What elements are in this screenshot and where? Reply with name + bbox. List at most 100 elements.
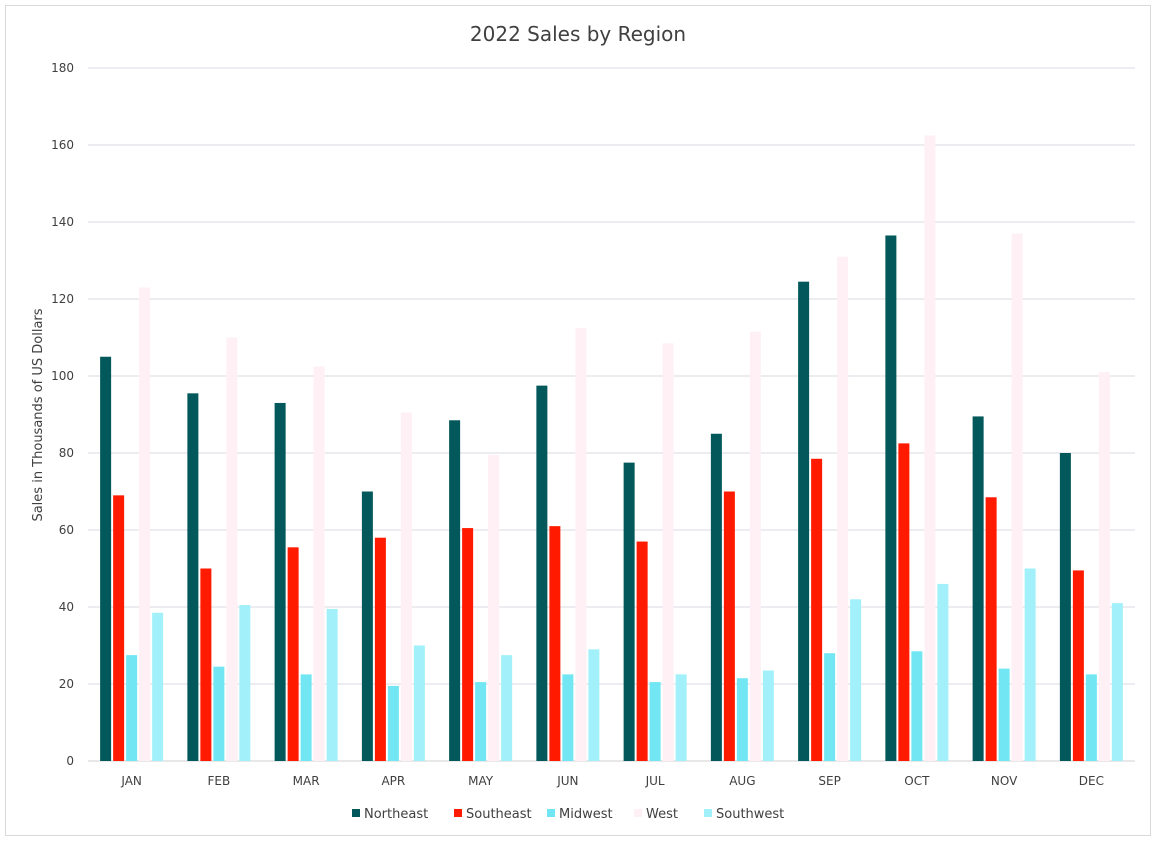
x-tick-label: DEC [1079,774,1104,788]
bar-northeast-feb [187,393,199,761]
legend-swatch-northeast [352,809,360,817]
bar-west-feb [226,337,238,761]
y-tick-label: 140 [51,215,74,229]
bar-northeast-jun [536,385,548,761]
legend: Northeast Southeast Midwest West Southwest [352,807,784,822]
bar-midwest-aug [736,678,748,761]
bar-northeast-jul [623,462,635,761]
bar-west-dec [1098,372,1110,761]
bar-midwest-apr [387,685,399,761]
bar-midwest-nov [998,668,1010,761]
x-tick-label: MAR [293,774,320,788]
bar-west-apr [400,412,412,761]
legend-label-southeast: Southeast [466,807,532,822]
bar-southeast-sep [811,458,823,761]
chart-title: 2022 Sales by Region [470,22,686,46]
bar-southwest-feb [239,605,251,761]
bar-west-jun [575,327,587,761]
legend-label-west: West [646,807,678,822]
bar-marks [100,135,1123,762]
bar-southeast-aug [723,491,735,761]
bar-northeast-nov [972,416,984,761]
y-tick-label: 40 [59,600,74,614]
bar-northeast-mar [274,402,286,761]
y-tick-label: 180 [51,61,74,75]
y-tick-label: 0 [66,754,74,768]
y-axis-label: Sales in Thousands of US Dollars [31,308,46,521]
bar-southeast-feb [200,568,212,761]
legend-swatch-west [634,809,642,817]
bar-midwest-sep [824,653,836,761]
bar-southwest-jul [675,674,687,761]
bar-northeast-may [449,420,461,761]
bar-southwest-mar [326,608,338,761]
y-tick-label: 120 [51,292,74,306]
bar-southwest-jun [588,649,600,761]
bar-southwest-aug [762,670,774,761]
bar-midwest-may [475,682,487,761]
bar-west-may [488,454,500,761]
bar-southeast-nov [985,497,997,761]
y-axis-ticks: 0 20 40 60 80 100 120 140 160 180 [51,61,74,768]
bar-west-jan [139,287,151,761]
bar-northeast-dec [1059,453,1071,761]
bar-midwest-mar [300,674,312,761]
bar-midwest-feb [213,666,225,761]
bar-west-aug [749,331,761,761]
bar-southwest-apr [413,645,425,761]
bar-southeast-may [462,528,474,761]
y-tick-label: 100 [51,369,74,383]
legend-label-midwest: Midwest [559,807,613,822]
legend-swatch-midwest [547,809,555,817]
legend-label-southwest: Southwest [716,807,784,822]
legend-swatch-southeast [454,809,462,817]
bar-west-nov [1011,233,1023,762]
y-tick-label: 20 [59,677,74,691]
x-tick-label: OCT [904,774,930,788]
bar-northeast-apr [361,491,373,761]
bar-southeast-oct [898,443,910,761]
bar-southeast-jan [113,495,125,761]
bar-midwest-jan [126,655,138,761]
x-tick-label: NOV [991,774,1018,788]
x-tick-label: APR [381,774,405,788]
bar-southeast-mar [287,547,299,761]
legend-label-northeast: Northeast [364,807,428,822]
bar-northeast-oct [885,235,897,762]
x-tick-label: JUN [556,774,578,788]
bar-southeast-apr [374,537,386,761]
bar-southwest-sep [850,599,862,761]
x-tick-label: AUG [729,774,755,788]
bar-northeast-sep [798,281,810,761]
bar-west-jul [662,343,674,761]
y-tick-label: 60 [59,523,74,537]
x-tick-label: JUL [645,774,665,788]
x-tick-label: FEB [208,774,231,788]
bar-northeast-jan [100,356,112,761]
y-tick-label: 160 [51,138,74,152]
bar-southwest-may [501,655,513,761]
x-axis-ticks: JAN FEB MAR APR MAY JUN JUL AUG SEP OCT NOV DEC [120,774,1104,788]
bar-southwest-dec [1111,603,1123,761]
bar-midwest-jun [562,674,574,761]
bar-southwest-nov [1024,568,1036,761]
legend-swatch-southwest [704,809,712,817]
bar-west-mar [313,366,325,761]
bar-midwest-oct [911,651,923,761]
bar-southeast-jul [636,541,648,761]
bar-west-sep [837,256,849,761]
gridlines [88,67,1135,762]
bar-northeast-aug [710,433,722,761]
bar-southwest-oct [937,583,949,761]
bar-midwest-jul [649,682,661,761]
x-tick-label: JAN [120,774,142,788]
y-tick-label: 80 [59,446,74,460]
bar-southeast-dec [1072,570,1084,761]
bar-midwest-dec [1085,674,1097,761]
x-tick-label: MAY [468,774,494,788]
bar-southwest-jan [152,612,164,761]
bar-west-oct [924,135,936,761]
x-tick-label: SEP [818,774,840,788]
bar-southeast-jun [549,526,561,761]
